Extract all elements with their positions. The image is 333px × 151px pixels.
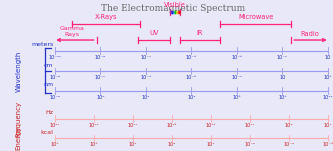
- Text: 10⁻⁵: 10⁻⁵: [186, 55, 197, 60]
- Text: meters: meters: [31, 42, 53, 47]
- Text: 10⁻²: 10⁻²: [244, 142, 255, 147]
- Text: Frequency: Frequency: [15, 100, 21, 137]
- Text: 10⁸: 10⁸: [51, 142, 59, 147]
- Text: UV: UV: [150, 30, 159, 36]
- Text: Visible: Visible: [164, 2, 186, 8]
- Text: The Electromagnetic Spectrum: The Electromagnetic Spectrum: [101, 4, 245, 13]
- Text: X-Rays: X-Rays: [95, 14, 117, 20]
- Text: 10⁴: 10⁴: [187, 95, 196, 100]
- Text: Microwave: Microwave: [238, 14, 273, 20]
- Text: IR: IR: [196, 30, 203, 36]
- Text: 10⁶: 10⁶: [233, 95, 241, 100]
- Text: 10⁻¹: 10⁻¹: [277, 55, 288, 60]
- Text: 10⁰: 10⁰: [96, 95, 105, 100]
- Text: 10⁻⁴: 10⁻⁴: [283, 142, 294, 147]
- Text: 10⁻⁹: 10⁻⁹: [49, 75, 61, 80]
- Text: 10¹³: 10¹³: [206, 123, 216, 128]
- Text: 10⁴: 10⁴: [129, 142, 137, 147]
- Text: kcal: kcal: [40, 130, 53, 135]
- Text: Energy: Energy: [15, 126, 21, 150]
- Text: 10⁻¹¹: 10⁻¹¹: [48, 55, 62, 60]
- Text: 10: 10: [325, 55, 331, 60]
- Text: Hz: Hz: [45, 110, 53, 115]
- Text: 10⁻³: 10⁻³: [231, 55, 242, 60]
- Text: 10⁻⁷: 10⁻⁷: [141, 55, 152, 60]
- Text: 10⁸: 10⁸: [278, 95, 287, 100]
- Text: 10¹⁹: 10¹⁹: [89, 123, 99, 128]
- Text: 10⁰: 10⁰: [207, 142, 215, 147]
- Text: 10⁻⁵: 10⁻⁵: [141, 75, 152, 80]
- Text: 10¹⁷: 10¹⁷: [128, 123, 138, 128]
- Text: 10⁻³: 10⁻³: [186, 75, 197, 80]
- Text: 10²: 10²: [142, 95, 150, 100]
- Text: 10²¹: 10²¹: [50, 123, 60, 128]
- Text: 10⁻¹: 10⁻¹: [231, 75, 242, 80]
- Text: 10¹⁰: 10¹⁰: [323, 95, 333, 100]
- Text: 10: 10: [279, 75, 286, 80]
- Text: 10⁻⁶: 10⁻⁶: [322, 142, 333, 147]
- Text: 10²: 10²: [168, 142, 176, 147]
- Text: 10³: 10³: [324, 75, 332, 80]
- Text: nm: nm: [43, 82, 53, 87]
- Text: Gamma
Rays: Gamma Rays: [59, 26, 84, 37]
- Text: Wavelength: Wavelength: [15, 50, 21, 92]
- Text: 10¹¹: 10¹¹: [245, 123, 255, 128]
- Text: 10⁻⁷: 10⁻⁷: [95, 75, 106, 80]
- Text: 10⁷: 10⁷: [324, 123, 332, 128]
- Text: 10⁹: 10⁹: [285, 123, 293, 128]
- Text: 10¹⁵: 10¹⁵: [167, 123, 177, 128]
- Text: 10⁻²: 10⁻²: [49, 95, 61, 100]
- Text: 10⁻⁹: 10⁻⁹: [95, 55, 106, 60]
- Text: Radio: Radio: [300, 31, 319, 37]
- Text: cm: cm: [44, 63, 53, 68]
- Text: 10⁶: 10⁶: [90, 142, 98, 147]
